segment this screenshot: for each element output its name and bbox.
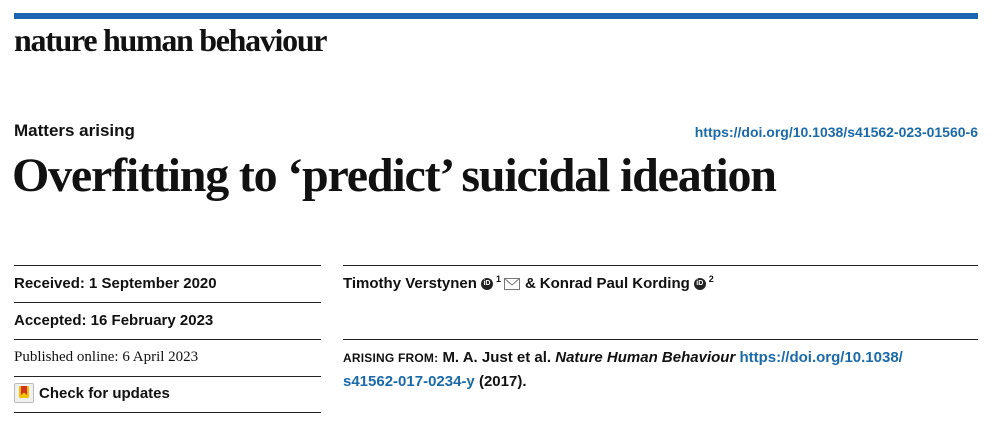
journal-accent-bar (14, 13, 978, 19)
journal-logo[interactable]: nature human behaviour (14, 22, 328, 58)
article-doi-link[interactable]: https://doi.org/10.1038/s41562-023-01560… (694, 124, 978, 140)
divider (14, 412, 321, 413)
divider (14, 339, 321, 340)
author-list: Timothy Verstynen iD 1 & Konrad Paul Kor… (343, 273, 714, 293)
divider (343, 339, 978, 340)
check-for-updates-button[interactable]: Check for updates (14, 383, 170, 403)
arising-year: (2017). (478, 373, 527, 390)
mail-icon[interactable] (503, 277, 520, 290)
arising-doi-link[interactable]: https://doi.org/10.1038/ (739, 349, 903, 366)
author-name[interactable]: Timothy Verstynen (343, 275, 477, 292)
divider (14, 376, 321, 377)
author-joiner: & (524, 275, 536, 292)
arising-doi-link-continued[interactable]: s41562-017-0234-y (343, 373, 475, 390)
arising-authors: M. A. Just et al. (442, 349, 552, 366)
orcid-icon[interactable]: iD (480, 277, 493, 290)
accepted-date: Accepted: 16 February 2023 (14, 312, 214, 329)
divider (343, 265, 978, 266)
author-name[interactable]: Konrad Paul Kording (539, 275, 690, 292)
arising-label: ARISING FROM: (343, 351, 439, 365)
check-updates-icon (14, 383, 34, 403)
arising-journal: Nature Human Behaviour (555, 349, 736, 366)
affiliation-marker[interactable]: 1 (495, 273, 501, 284)
affiliation-marker[interactable]: 2 (708, 273, 714, 284)
published-date: Published online: 6 April 2023 (14, 349, 199, 365)
orcid-icon[interactable]: iD (693, 277, 706, 290)
article-title: Overfitting to ‘predict’ suicidal ideati… (12, 149, 777, 202)
received-date: Received: 1 September 2020 (14, 275, 217, 292)
arising-from: ARISING FROM: M. A. Just et al. Nature H… (343, 346, 973, 394)
article-type: Matters arising (14, 121, 135, 140)
divider (14, 265, 321, 266)
check-updates-label: Check for updates (39, 384, 170, 402)
divider (14, 302, 321, 303)
